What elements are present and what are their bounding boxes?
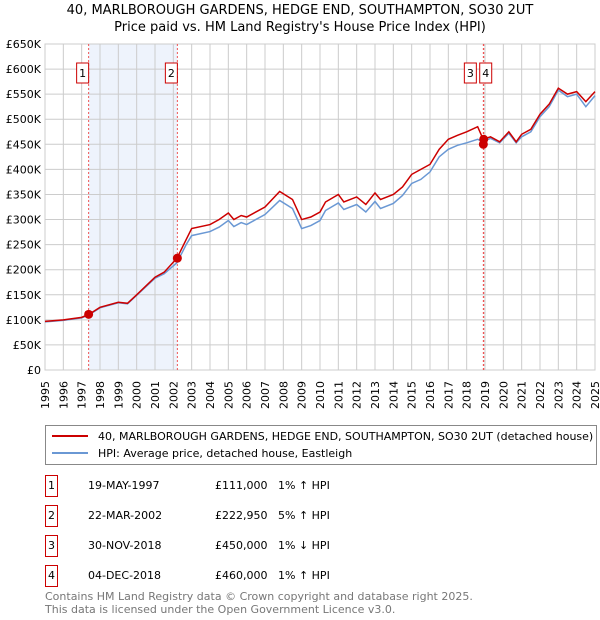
sale-row: 2 22-MAR-2002 £222,950 5% ↑ HPI [45,505,545,527]
sale-marker-label: 2 [45,505,58,527]
sale-price: £450,000 [215,539,268,552]
sale-date: 30-NOV-2018 [88,539,162,552]
sale-label-box [479,62,493,84]
y-tick-label: £400K [6,163,42,176]
x-tick-label: 2025 [589,381,600,409]
sale-point [479,134,489,144]
highlight-period [88,44,178,370]
x-tick-label: 2002 [167,381,180,409]
x-tick-label: 2007 [259,381,272,409]
x-tick-label: 2012 [351,381,364,409]
sale-row: 4 04-DEC-2018 £460,000 1% ↑ HPI [45,565,545,587]
x-tick-label: 2009 [296,381,309,409]
property-line [44,87,596,323]
y-tick-label: £100K [6,314,42,327]
x-tick-label: 2003 [186,381,199,409]
footer-line-1: Contains HM Land Registry data © Crown c… [45,590,473,603]
x-tick-label: 2023 [552,381,565,409]
x-tick-label: 2015 [406,381,419,409]
sale-label: 2 [168,67,175,80]
y-tick-label: £200K [6,264,42,277]
sale-price: £460,000 [215,569,268,582]
x-tick-label: 2000 [131,381,144,409]
x-tick-label: 2020 [497,381,510,409]
sale-hpi-diff: 1% ↓ HPI [278,539,330,552]
price-chart: 1995 1996 1997 1998 1999 2000 2001 2002 2003 2004… [6,38,600,409]
sale-hpi-diff: 1% ↑ HPI [278,569,330,582]
y-tick-label: £650K [6,38,42,51]
footer-line-2: This data is licensed under the Open Gov… [45,603,396,616]
sale-row: 1 19-MAY-1997 £111,000 1% ↑ HPI [45,475,545,497]
sale-label-box [76,62,90,84]
sale-date: 22-MAR-2002 [88,509,163,522]
y-tick-label: £450K [6,138,42,151]
sale-marker-label: 4 [45,565,58,587]
x-tick-label: 2008 [277,381,290,409]
legend-red-line-icon [52,435,88,437]
legend: 40, MARLBOROUGH GARDENS, HEDGE END, SOUT… [45,425,597,465]
sale-marker-label: 3 [45,535,58,557]
x-tick-label: 1999 [112,381,125,409]
x-tick-label: 2024 [571,381,584,409]
x-tick-label: 2017 [442,381,455,409]
sale-marker-label: 1 [45,475,58,497]
y-tick-label: £150K [6,289,42,302]
x-tick-label: 2005 [222,381,235,409]
legend-property: 40, MARLBOROUGH GARDENS, HEDGE END, SOUT… [98,429,594,443]
x-tick-label: 1995 [39,381,52,409]
sale-label: 4 [482,67,489,80]
x-tick-label: 2001 [149,381,162,409]
x-tick-label: 2006 [241,381,254,409]
sale-label: 3 [467,67,474,80]
legend-blue-line-icon [52,452,88,454]
x-tick-label: 2004 [204,381,217,409]
sale-hpi-diff: 5% ↑ HPI [278,509,330,522]
sale-row: 3 30-NOV-2018 £450,000 1% ↓ HPI [45,535,545,557]
sale-price: £111,000 [215,479,268,492]
x-tick-label: 2010 [314,381,327,409]
x-tick-label: 2018 [461,381,474,409]
sale-label: 1 [79,67,86,80]
sale-point [172,253,182,263]
y-tick-label: £250K [6,239,42,252]
y-tick-label: £50K [13,339,42,352]
y-tick-label: £500K [6,113,42,126]
x-tick-label: 2022 [534,381,547,409]
sale-price: £222,950 [215,509,268,522]
chart-subtitle: Price paid vs. HM Land Registry's House … [114,20,486,35]
sale-date: 04-DEC-2018 [88,569,162,582]
chart-title: 40, MARLBOROUGH GARDENS, HEDGE END, SOUT… [66,3,534,18]
x-tick-label: 2014 [387,381,400,409]
y-tick-label: £0 [27,364,41,377]
y-tick-label: £600K [6,63,42,76]
sale-date: 19-MAY-1997 [88,479,160,492]
x-tick-label: 1996 [57,381,70,409]
sale-point [84,309,94,319]
y-tick-label: £350K [6,188,42,201]
footer: Contains HM Land Registry data © Crown c… [45,590,473,616]
x-tick-label: 2013 [369,381,382,409]
sale-label-box [164,62,178,84]
plot-border [44,43,596,371]
legend-hpi: HPI: Average price, detached house, East… [98,446,353,460]
x-tick-label: 2021 [516,381,529,409]
x-tick-label: 2011 [332,381,345,409]
x-tick-label: 2016 [424,381,437,409]
sale-hpi-diff: 1% ↑ HPI [278,479,330,492]
x-tick-label: 1997 [76,381,89,409]
y-tick-label: £300K [6,214,42,227]
x-tick-label: 1998 [94,381,107,409]
x-tick-label: 2019 [479,381,492,409]
sale-label-box [463,62,477,84]
y-tick-label: £550K [6,88,42,101]
